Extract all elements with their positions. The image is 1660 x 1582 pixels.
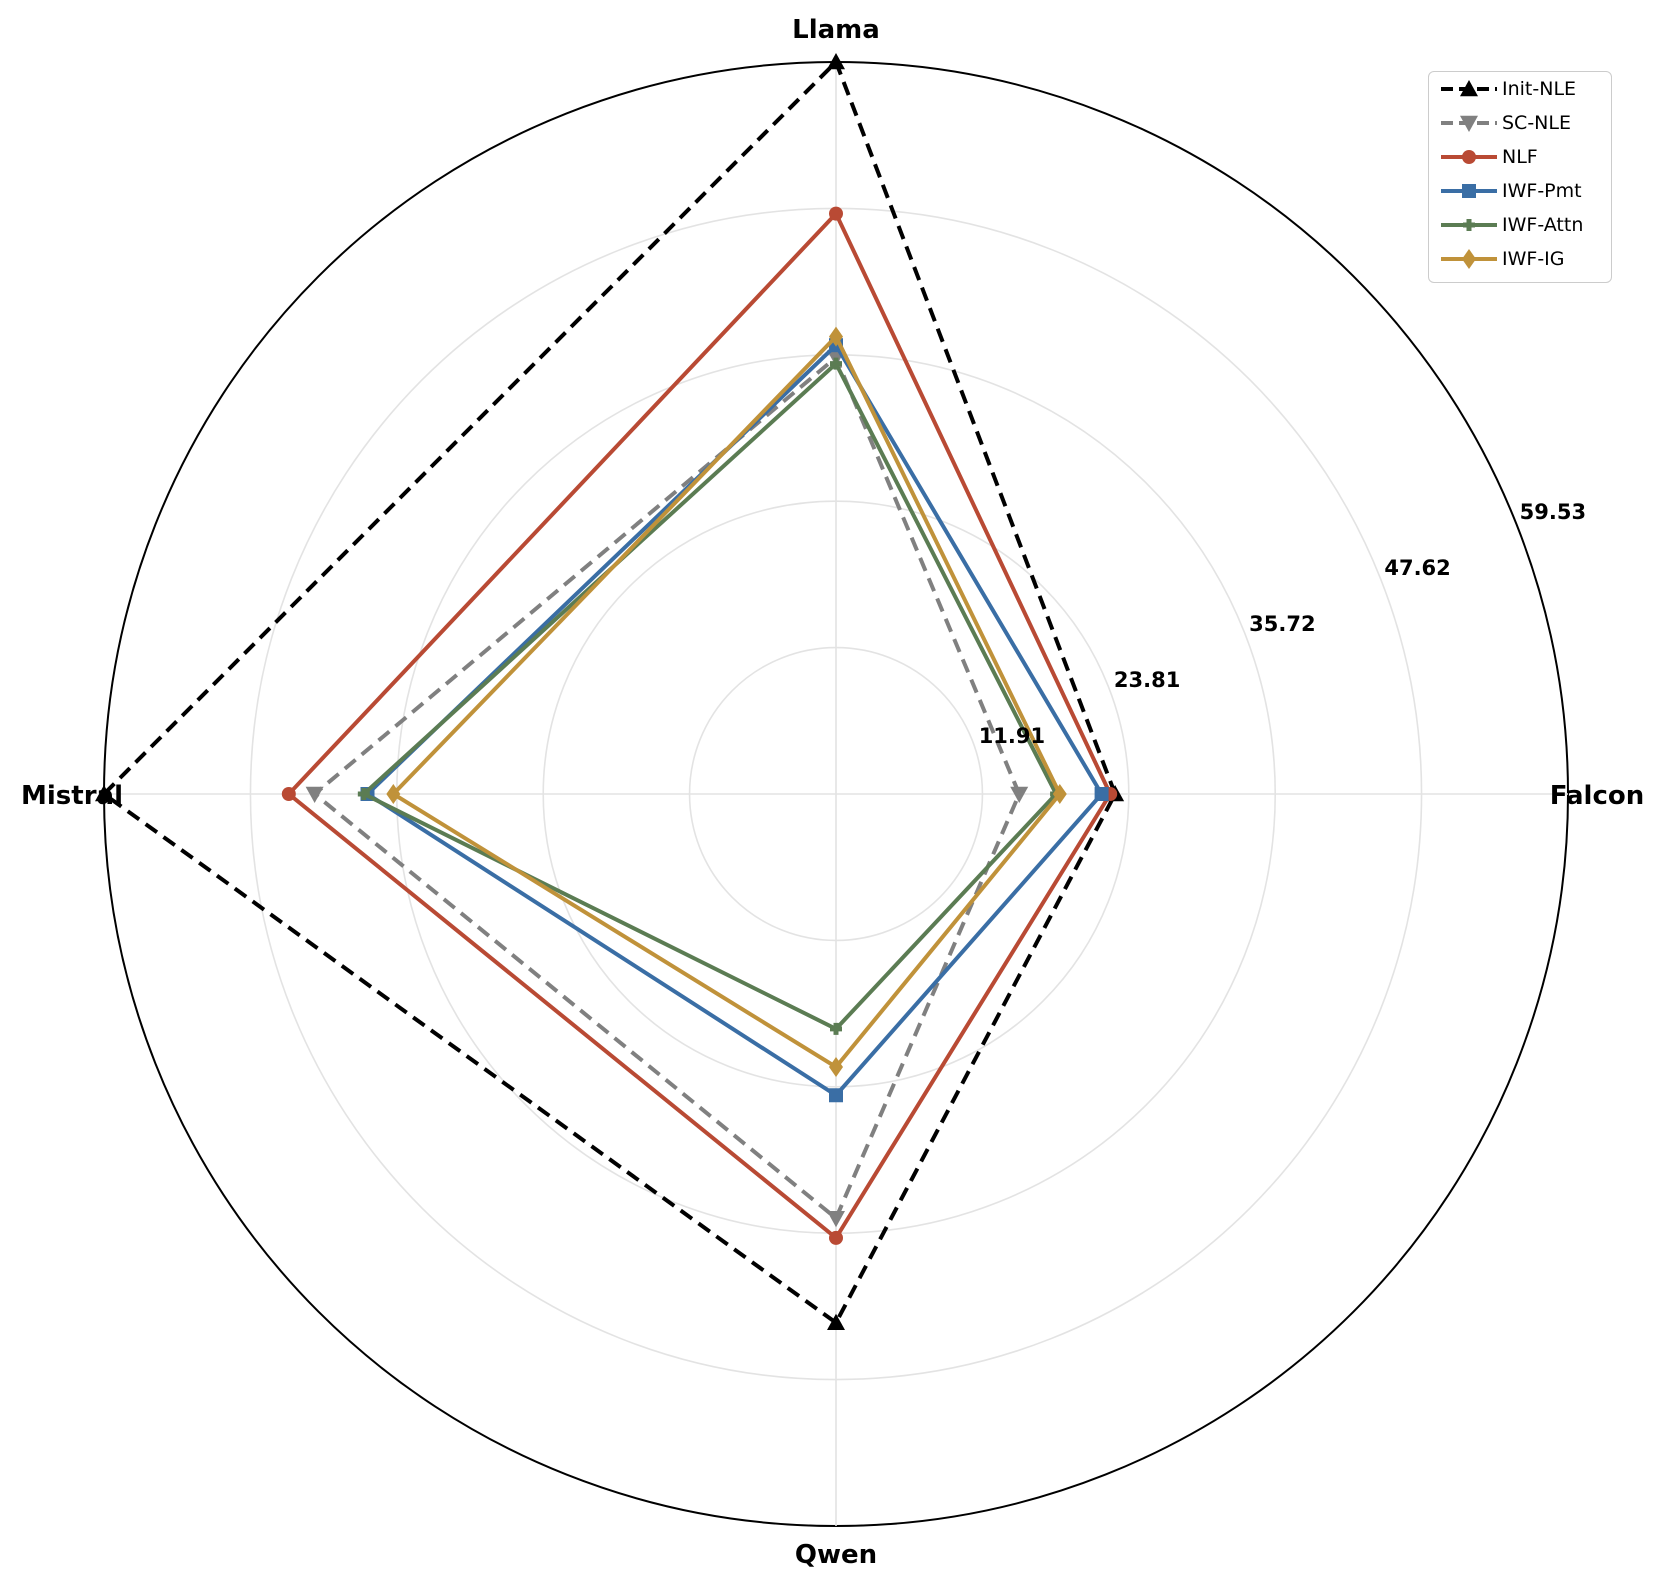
series-iwf-ig bbox=[386, 326, 1067, 1077]
legend-label: Init-NLE bbox=[1502, 78, 1577, 100]
series-line bbox=[100, 58, 1118, 1326]
legend-item: Init-NLE bbox=[1429, 72, 1613, 106]
data-point bbox=[357, 788, 370, 800]
legend-item: IWF-Pmt bbox=[1429, 174, 1613, 208]
radial-tick-label: 11.91 bbox=[979, 724, 1045, 748]
axis-label-llama: Llama bbox=[792, 15, 880, 45]
legend-item: SC-NLE bbox=[1429, 106, 1613, 140]
radial-tick-label: 23.81 bbox=[1114, 668, 1180, 692]
data-point bbox=[829, 206, 843, 221]
radial-tick-label: 47.62 bbox=[1384, 556, 1450, 580]
data-point bbox=[829, 1088, 843, 1103]
legend-swatch-icon bbox=[1441, 150, 1497, 164]
data-point bbox=[827, 1211, 845, 1228]
data-point bbox=[1094, 787, 1109, 801]
data-point bbox=[281, 787, 296, 801]
data-point bbox=[305, 786, 324, 803]
series-init-nle bbox=[95, 53, 1125, 1330]
legend-item: IWF-IG bbox=[1429, 242, 1613, 276]
legend-label: NLF bbox=[1502, 146, 1538, 168]
data-point bbox=[829, 1056, 843, 1077]
data-point bbox=[1460, 115, 1478, 132]
legend-label: SC-NLE bbox=[1502, 112, 1571, 134]
data-point bbox=[829, 326, 843, 347]
data-point bbox=[827, 53, 845, 70]
data-point bbox=[827, 1313, 845, 1330]
axis-label-mistral: Mistral bbox=[21, 781, 123, 811]
data-point bbox=[386, 784, 401, 804]
data-point bbox=[1052, 784, 1067, 804]
radial-tick-label: 35.72 bbox=[1249, 612, 1315, 636]
data-point bbox=[1010, 786, 1029, 803]
legend-swatch-icon bbox=[1441, 80, 1497, 97]
legend-label: IWF-IG bbox=[1502, 248, 1565, 270]
data-point bbox=[1463, 219, 1475, 231]
grid-layer bbox=[103, 61, 1569, 1527]
axis-label-qwen: Qwen bbox=[795, 1540, 877, 1570]
data-point bbox=[95, 785, 113, 802]
legend-swatch-icon bbox=[1441, 115, 1497, 132]
axis-label-falcon: Falcon bbox=[1550, 781, 1644, 811]
legend-item: NLF bbox=[1429, 140, 1613, 174]
data-point bbox=[830, 357, 842, 370]
label-layer: Falcon Llama Mistral Qwen 11.91 23.81 35.72 47.… bbox=[21, 15, 1644, 1570]
data-point bbox=[1462, 249, 1476, 269]
data-point bbox=[829, 1230, 843, 1245]
data-point bbox=[1460, 80, 1478, 97]
legend-item: IWF-Attn bbox=[1429, 208, 1613, 242]
legend-label: IWF-Pmt bbox=[1502, 180, 1582, 202]
data-point bbox=[1462, 150, 1476, 164]
legend-swatch-icon bbox=[1441, 184, 1497, 198]
legend: Init-NLE SC-NLE NLF IWF-Pmt IWF-Attn IWF… bbox=[1428, 71, 1612, 283]
legend-label: IWF-Attn bbox=[1502, 214, 1584, 236]
legend-swatch-icon bbox=[1441, 219, 1497, 231]
series-layer bbox=[95, 53, 1125, 1330]
series-line bbox=[311, 354, 1022, 1222]
series-sc-nle bbox=[305, 350, 1029, 1228]
series-iwf-pmt bbox=[360, 338, 1109, 1103]
radial-tick-label: 59.53 bbox=[1520, 500, 1586, 524]
data-point bbox=[830, 1022, 842, 1035]
legend-swatch-icon bbox=[1441, 249, 1497, 269]
data-point bbox=[1462, 184, 1476, 198]
